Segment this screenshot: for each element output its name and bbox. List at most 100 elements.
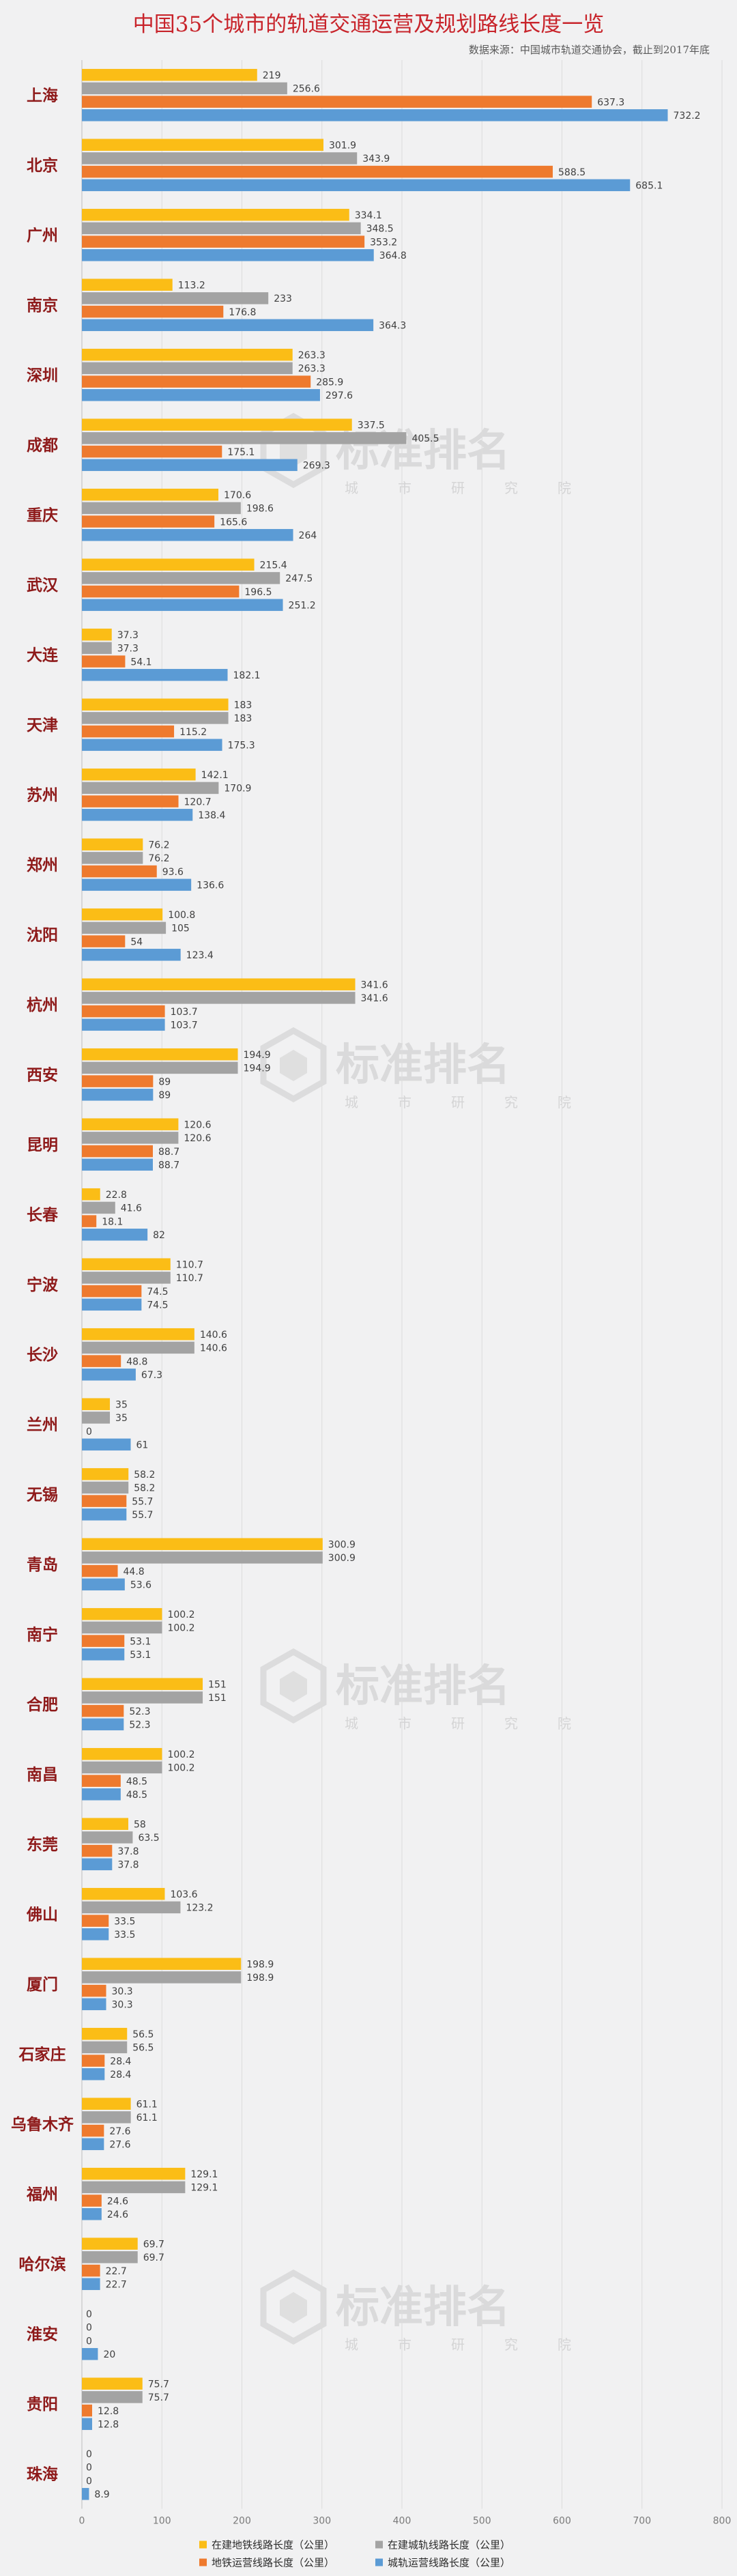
city-label: 贵阳	[27, 2395, 58, 2414]
bar-value-label: 27.6	[109, 2140, 130, 2151]
bar	[82, 1201, 115, 1214]
city-label: 宁波	[27, 1276, 59, 1294]
bar-value-label: 0	[86, 2323, 92, 2334]
bar-value-label: 52.3	[129, 1720, 150, 1731]
bar-value-label: 300.9	[328, 1539, 356, 1550]
bar	[82, 585, 240, 598]
bar	[82, 2278, 100, 2291]
watermark-text: 标准排名	[336, 2282, 510, 2333]
bar	[82, 1607, 162, 1620]
city-label: 东莞	[27, 1835, 58, 1854]
bar	[82, 1747, 162, 1760]
bar	[82, 1704, 124, 1717]
legend-swatch	[199, 2558, 207, 2566]
bar	[82, 1341, 194, 1354]
bar	[82, 908, 163, 921]
bar-value-label: 61.1	[136, 2099, 158, 2110]
watermark-subtext: 究	[504, 1715, 518, 1732]
city-group: 贵阳 75.7 75.7 12.8 12.8	[27, 2377, 169, 2431]
bar-value-label: 120.6	[184, 1119, 211, 1130]
bar	[82, 2041, 128, 2054]
bar	[82, 418, 352, 431]
bar	[82, 921, 167, 934]
bar-value-label: 37.8	[117, 1846, 139, 1857]
city-group: 哈尔滨 69.7 69.7 22.7 22.7	[19, 2237, 164, 2291]
bar	[82, 1858, 113, 1871]
bar-value-label: 18.1	[102, 1216, 123, 1227]
watermark-logo-core-icon	[280, 1050, 307, 1081]
bar	[82, 1831, 133, 1844]
bar-value-label: 233	[274, 294, 292, 304]
bar-value-label: 41.6	[121, 1203, 142, 1214]
bar	[82, 2167, 186, 2180]
bar-value-label: 194.9	[244, 1050, 271, 1061]
x-axis: 0 100 200 300 400 500 600 700 800	[79, 2516, 732, 2527]
bar-value-label: 219	[263, 70, 281, 81]
bar	[82, 1048, 238, 1061]
bar-value-label: 183	[234, 713, 252, 724]
city-label: 南昌	[27, 1765, 58, 1784]
bar-value-label: 348.5	[366, 224, 394, 235]
bar-value-label: 165.6	[220, 517, 247, 528]
bar	[82, 2068, 105, 2080]
bar-value-label: 75.7	[148, 2392, 169, 2403]
bar	[82, 235, 365, 248]
bar	[82, 165, 553, 178]
bar	[82, 2264, 100, 2277]
bar	[82, 1621, 162, 1634]
bar	[82, 2237, 138, 2250]
watermark-subtext: 城	[345, 480, 358, 496]
bar-value-label: 175.3	[228, 741, 255, 752]
bar-value-label: 22.7	[106, 2280, 127, 2291]
city-label: 大连	[27, 646, 59, 664]
city-label: 淮安	[27, 2325, 58, 2343]
x-tick-label: 400	[393, 2516, 411, 2527]
bar	[82, 1718, 124, 1731]
city-group: 北京 301.9 343.9 588.5 685.1	[27, 139, 663, 192]
x-tick-label: 300	[313, 2516, 331, 2527]
bar	[82, 992, 356, 1004]
bar	[82, 1285, 142, 1298]
watermark-subtext: 城	[345, 2336, 358, 2353]
city-label: 沈阳	[27, 926, 58, 944]
bar	[82, 68, 257, 81]
city-group: 南昌 100.2 100.2 48.5 48.5	[27, 1747, 195, 1801]
bars-layer: 上海 219 256.6 637.3 732.2 北京 301.9 343.9 588.5 685…	[11, 68, 701, 2500]
city-group: 武汉 215.4 247.5 196.5 251.2	[27, 558, 316, 612]
city-group: 重庆 170.6 198.6 165.6 264	[27, 488, 317, 541]
bar-value-label: 100.2	[167, 1749, 194, 1760]
bar-value-label: 30.3	[112, 1986, 133, 1997]
bar-value-label: 74.5	[147, 1300, 168, 1311]
bar	[82, 1158, 154, 1171]
bar-value-label: 182.1	[233, 670, 261, 681]
city-group: 东莞 58 63.5 37.8 37.8	[27, 1818, 160, 1871]
city-group: 大连 37.3 37.3 54.1 182.1	[27, 628, 261, 681]
city-label: 深圳	[27, 366, 58, 384]
bar	[82, 2181, 186, 2194]
bar	[82, 1887, 165, 1900]
bar-value-label: 285.9	[316, 377, 343, 388]
bar-value-label: 151	[208, 1679, 227, 1690]
watermark-subtext: 院	[558, 2336, 571, 2353]
watermark-subtext: 市	[398, 480, 411, 496]
bar-value-label: 35	[115, 1413, 128, 1424]
bar-value-label: 170.6	[224, 490, 251, 501]
city-group: 上海 219 256.6 637.3 732.2	[27, 68, 701, 121]
city-group: 兰州 35 35 0 61	[27, 1398, 148, 1451]
bar	[82, 628, 112, 641]
bar-value-label: 28.4	[110, 2056, 131, 2067]
bar	[82, 599, 283, 612]
bar-value-label: 53.1	[130, 1636, 151, 1647]
bar	[82, 1018, 165, 1031]
bar-value-label: 88.7	[158, 1160, 179, 1171]
bar	[82, 139, 323, 151]
bar-value-label: 61.1	[136, 2113, 158, 2123]
x-tick-label: 800	[713, 2516, 732, 2527]
bar	[82, 1075, 154, 1087]
bar-value-label: 55.7	[132, 1510, 153, 1521]
bar-value-label: 0	[86, 2463, 92, 2474]
bar-value-label: 54	[130, 936, 143, 947]
city-group: 宁波 110.7 110.7 74.5 74.5	[27, 1258, 203, 1311]
